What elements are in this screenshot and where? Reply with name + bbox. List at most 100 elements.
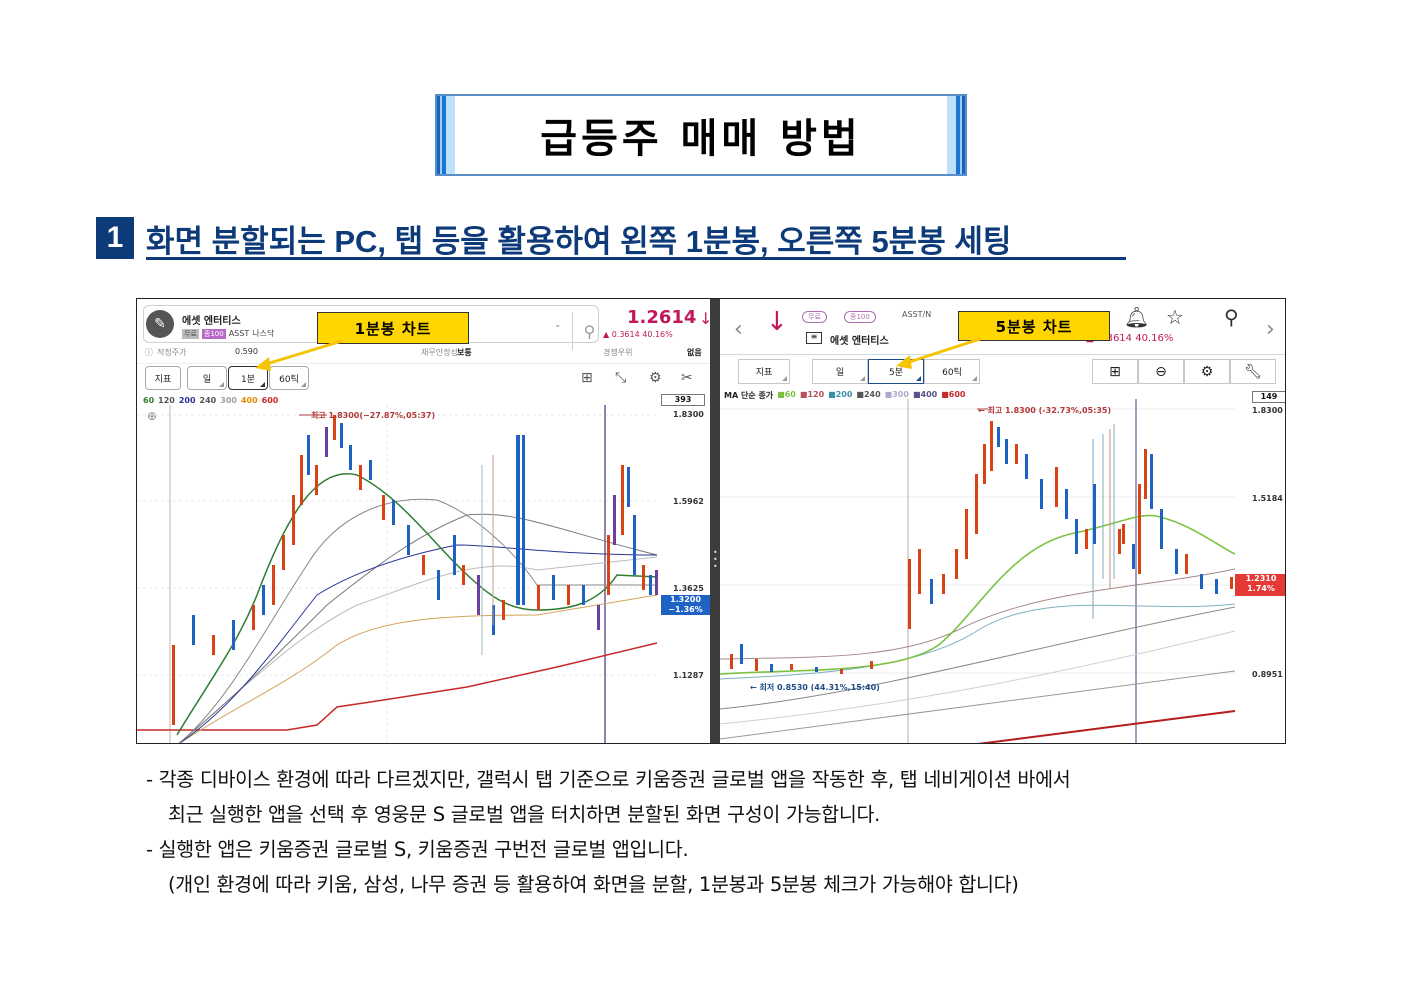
chevron-down-icon[interactable]: ⌄	[554, 320, 562, 330]
right-candlestick-chart[interactable]	[720, 399, 1286, 743]
candle-count: 393	[661, 394, 705, 406]
free-tag: 무료	[182, 328, 199, 339]
note-line-4: (개인 환경에 따라 키움, 삼성, 나무 증권 등 활용하여 화면을 분할, …	[168, 873, 1019, 896]
market: 나스닥	[252, 329, 275, 338]
zoom-in-icon[interactable]: ⊕	[147, 409, 158, 423]
current-price-tag: 1.2310 1.74%	[1235, 574, 1285, 596]
back-chevron-icon[interactable]: ‹	[734, 317, 743, 342]
gear-icon[interactable]: ⚙	[1184, 359, 1230, 384]
stock-name: 에셋 엔터티스	[182, 316, 241, 327]
callout-1min-chart: 1분봉 차트	[317, 312, 469, 344]
title-decor-left	[437, 96, 455, 174]
help-icon[interactable]: ⓘ	[145, 348, 153, 357]
note-line-2: 최근 실행한 앱을 선택 후 영웅문 S 글로벌 앱을 터치하면 분할된 화면 …	[168, 803, 881, 826]
ma-60: 60	[143, 396, 155, 405]
fair-price-value: 0.590	[235, 347, 258, 356]
split-screen-screenshot: ✎ 에셋 엔터티스 무료 종100 ASST 나스닥 ⌄ ⚲ 1.2614 ↓ …	[136, 298, 1286, 744]
ma-300: 300	[220, 396, 237, 405]
bell-icon[interactable]: 🔔︎	[1124, 305, 1150, 329]
gear-icon[interactable]: ⚙	[649, 370, 662, 386]
stability-label: 재무안정성	[421, 348, 458, 357]
ma-400: 400	[240, 396, 258, 405]
margin-tag: 종100	[844, 311, 876, 323]
left-pane-1min-chart: ✎ 에셋 엔터티스 무료 종100 ASST 나스닥 ⌄ ⚲ 1.2614 ↓ …	[137, 299, 710, 743]
margin-tag: 종100	[201, 328, 226, 339]
layout-grid-icon[interactable]: ⊞	[1092, 359, 1138, 384]
interval-day-button[interactable]: 일	[187, 366, 227, 390]
y-tick-4: 1.1287	[673, 671, 704, 680]
right-pane-5min-chart: ‹ ↓ 무료 종100 ASST/N ≡ 에셋 엔터티스 1.2614 ▲ 0.…	[720, 299, 1286, 743]
section-title: 화면 분할되는 PC, 탭 등을 활용하여 왼쪽 1분봉, 오른쪽 5분봉 세팅	[146, 223, 1012, 259]
interval-60tick-button[interactable]: 60틱	[924, 359, 980, 384]
section-heading: 1 화면 분할되는 PC, 탭 등을 활용하여 왼쪽 1분봉, 오른쪽 5분봉 …	[96, 216, 1011, 260]
tools-icon[interactable]: ✂	[681, 370, 693, 386]
search-icon[interactable]: ⚲	[572, 312, 606, 350]
edit-pencil-icon[interactable]: ✎	[146, 310, 174, 338]
candle-count: 149	[1252, 391, 1285, 403]
zoom-out-icon[interactable]: ⊖	[1138, 359, 1184, 384]
ma-600: 600	[261, 396, 279, 405]
section-number: 1	[96, 217, 134, 259]
price-change: ▲ 0.3614 40.16%	[603, 330, 673, 339]
interval-1min-button[interactable]: 1분	[228, 366, 268, 390]
60tick-label: 60틱	[279, 374, 299, 385]
current-price: 1.2614	[627, 307, 697, 328]
section-underline	[146, 257, 1126, 260]
stock-info-row: ⓘ 적정주가 0.590 재무안정성 보통 경쟁우위 없음	[137, 347, 710, 361]
indicator-label: 지표	[755, 368, 773, 378]
down-arrow-icon: ↓	[766, 307, 788, 337]
layout-grid-icon[interactable]: ⊞	[581, 370, 593, 386]
fair-price-label: 적정주가	[157, 348, 187, 357]
competitive-label: 경쟁우위	[603, 348, 633, 357]
current-price-value: 1.3200	[670, 595, 701, 604]
stability-value: 보통	[457, 348, 472, 357]
y-tick-2: 1.5962	[673, 497, 704, 506]
callout-arrow-right	[896, 337, 981, 369]
5min-label: 5분	[888, 368, 903, 378]
search-icon[interactable]: ⚲	[1224, 305, 1239, 329]
ma-120: 120	[158, 396, 175, 405]
star-icon[interactable]: ☆	[1166, 305, 1184, 329]
collapse-icon[interactable]: ⤡	[615, 370, 627, 386]
competitive-value: 없음	[687, 348, 702, 357]
1min-label: 1분	[240, 374, 255, 385]
ma-60: 60	[784, 390, 796, 399]
split-divider-handle[interactable]: • • •	[710, 299, 720, 743]
menu-icon[interactable]: ≡	[806, 332, 822, 344]
left-toolbar: 지표 일 1분 60틱 ⊞ ⤡ ⚙ ✂	[137, 363, 710, 391]
down-arrow-icon: ↓	[699, 309, 710, 328]
left-candlestick-chart[interactable]	[137, 405, 710, 743]
ma-240: 240	[863, 390, 881, 399]
stock-name[interactable]: 에셋 엔터티스	[830, 336, 889, 347]
indicator-label: 지표	[154, 374, 172, 385]
wrench-icon[interactable]: 🔧︎	[1230, 359, 1276, 384]
interval-5min-button[interactable]: 5분	[868, 359, 924, 384]
ma-600: 600	[948, 390, 966, 399]
note-line-1: - 각종 디바이스 환경에 따라 다르겠지만, 갤럭시 탭 기준으로 키움증권 …	[146, 768, 1071, 791]
document-title: 급등주 매매 방법	[540, 116, 862, 162]
y-tick-2: 1.5184	[1252, 494, 1283, 503]
ma-240: 240	[199, 396, 217, 405]
indicator-button[interactable]: 지표	[145, 366, 181, 390]
left-high-annotation: 최고 1.8300(−27.87%,05:37)	[311, 411, 436, 420]
right-low-annotation: ← 최저 0.8530 (44.31%,15:40)	[750, 683, 880, 692]
document-title-box: 급등주 매매 방법	[435, 94, 967, 176]
current-change-value: −1.36%	[668, 605, 703, 614]
current-price-value: 1.2310	[1245, 574, 1277, 583]
ma-300: 300	[892, 390, 909, 399]
drag-handle-icon[interactable]: • • •	[713, 548, 718, 571]
right-high-annotation: ← 최고 1.8300 (-32.73%,05:35)	[978, 406, 1112, 415]
interval-day-button[interactable]: 일	[812, 359, 868, 384]
ticker: ASST/N	[902, 310, 932, 319]
note-line-3: - 실행한 앱은 키움증권 글로벌 S, 키움증권 구번전 글로벌 앱입니다.	[146, 838, 689, 861]
y-tick-3: 1.3625	[673, 584, 704, 593]
notes-block: - 각종 디바이스 환경에 따라 다르겠지만, 갤럭시 탭 기준으로 키움증권 …	[146, 762, 1071, 902]
callout-5min-chart: 5분봉 차트	[958, 311, 1110, 341]
indicator-button[interactable]: 지표	[738, 359, 790, 384]
forward-chevron-icon[interactable]: ›	[1266, 317, 1275, 342]
free-tag: 무료	[802, 311, 827, 323]
interval-60tick-button[interactable]: 60틱	[269, 366, 309, 390]
ma-title: MA 단순 종가	[724, 391, 774, 400]
y-tick-1: 1.8300	[1252, 406, 1283, 415]
ma-120: 120	[807, 390, 825, 399]
